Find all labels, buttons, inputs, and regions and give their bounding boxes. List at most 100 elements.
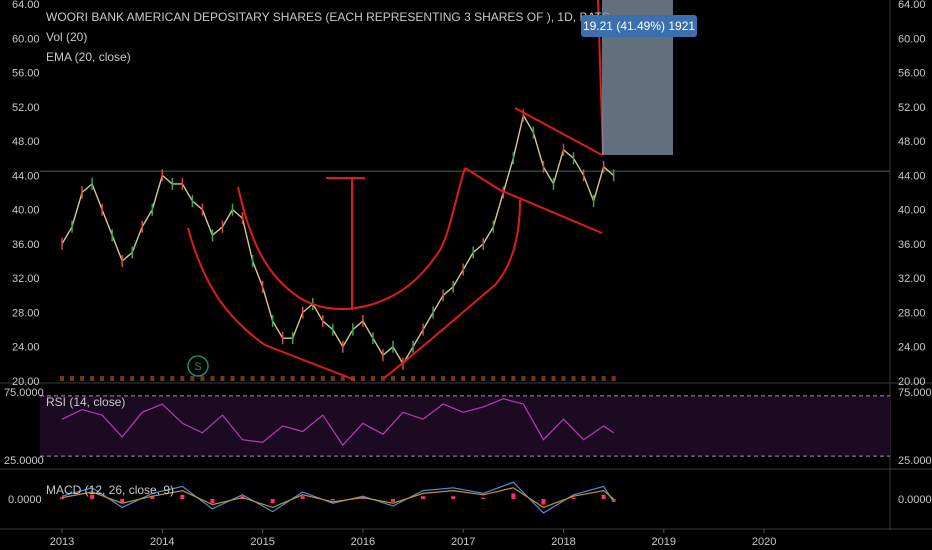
price-axis-tick-label-left: 36.00 xyxy=(12,239,40,251)
macd-histogram-bar xyxy=(611,499,616,502)
volume-bar xyxy=(581,376,586,381)
price-axis-tick-label-left: 32.00 xyxy=(12,273,40,285)
price-axis-tick-label: 60.00 xyxy=(898,33,926,45)
volume-bar xyxy=(230,376,235,381)
macd-axis-tick-label: 0.0000 xyxy=(898,494,932,506)
volume-indicator-label: Vol (20) xyxy=(46,30,87,44)
split-badge-letter: S xyxy=(194,361,201,373)
macd-histogram-bar xyxy=(451,496,456,499)
volume-bar xyxy=(90,376,95,381)
macd-histogram-bar xyxy=(390,499,395,502)
time-axis-tick-label: 2015 xyxy=(250,536,274,548)
macd-histogram-bar xyxy=(150,496,155,499)
price-axis-tick-label-left: 60.00 xyxy=(12,33,40,45)
volume-bar xyxy=(521,376,526,381)
price-pane: 64.00 64.00 60.00 60.00 56.00 56.00 52.00 52.00… xyxy=(12,0,926,388)
macd-pane: 0.0000 0.0000 xyxy=(8,481,932,514)
measure-label: 19.21 (41.49%) 1921 xyxy=(583,19,695,33)
volume-bar xyxy=(451,376,456,381)
rsi-series-line xyxy=(61,398,614,447)
annotation-drawing[interactable] xyxy=(383,199,521,379)
volume-bar xyxy=(190,376,195,381)
volume-bar xyxy=(320,376,325,381)
volume-bar xyxy=(601,376,606,381)
time-axis-tick-label: 2017 xyxy=(451,536,475,548)
volume-bar xyxy=(471,376,476,381)
price-axis-tick-label: 64.00 xyxy=(898,0,926,11)
macd-histogram-bar xyxy=(270,499,275,504)
macd-signal-line xyxy=(61,487,614,509)
annotation-drawing[interactable] xyxy=(187,227,356,381)
time-axis-tick-label: 2019 xyxy=(652,536,676,548)
price-axis-tick-label-left: 28.00 xyxy=(12,307,40,319)
volume-bar xyxy=(411,376,416,381)
volume-bar xyxy=(200,376,205,381)
price-axis-tick-label: 32.00 xyxy=(898,273,926,285)
volume-bar xyxy=(551,376,556,381)
volume-bar xyxy=(390,376,395,381)
volume-bar xyxy=(70,376,75,381)
volume-bar xyxy=(240,376,245,381)
price-axis-tick-label-left: 24.00 xyxy=(12,342,40,354)
macd-histogram-bar xyxy=(601,494,606,499)
time-axis-tick-label: 2013 xyxy=(50,536,74,548)
volume-bar xyxy=(340,376,345,381)
price-axis-tick-label-left: 56.00 xyxy=(12,68,40,80)
volume-bar xyxy=(280,376,285,381)
volume-bar xyxy=(370,376,375,381)
macd-indicator-label: MACD (12, 26, close, 9) xyxy=(46,483,174,497)
price-axis-tick-label-left: 44.00 xyxy=(12,170,40,182)
volume-bar xyxy=(380,376,385,381)
volume-bar xyxy=(441,376,446,381)
price-axis-tick-label: 40.00 xyxy=(898,205,926,217)
time-axis-tick-label: 2014 xyxy=(150,536,174,548)
volume-bar xyxy=(110,376,115,381)
volume-bar xyxy=(220,376,225,381)
annotation-drawing[interactable] xyxy=(464,167,603,234)
volume-bar xyxy=(511,376,516,381)
macd-histogram-bar xyxy=(571,497,576,499)
rsi-axis-tick-label: 25.0000 xyxy=(898,455,932,467)
volume-bar xyxy=(401,376,406,381)
volume-bar xyxy=(541,376,546,381)
macd-histogram-bar xyxy=(120,499,125,504)
rsi-axis-tick-label-left: 25.0000 xyxy=(4,455,44,467)
price-series-line xyxy=(61,113,615,366)
price-axis-tick-label-left: 52.00 xyxy=(12,102,40,114)
volume-bar xyxy=(60,376,64,381)
macd-histogram-bar xyxy=(60,497,64,499)
volume-bar xyxy=(160,376,165,381)
macd-histogram-bar xyxy=(360,497,365,499)
price-axis-tick-label: 52.00 xyxy=(898,102,926,114)
macd-histogram-bar xyxy=(180,494,185,499)
annotation-drawing[interactable] xyxy=(514,107,603,156)
macd-histogram-bar xyxy=(541,499,546,505)
volume-bar xyxy=(140,376,145,381)
volume-bar xyxy=(611,376,616,381)
volume-bar xyxy=(130,376,135,381)
macd-histogram-bar xyxy=(300,496,305,499)
volume-bar xyxy=(170,376,175,381)
price-axis-tick-label: 36.00 xyxy=(898,239,926,251)
annotation-drawing[interactable] xyxy=(237,167,466,310)
price-axis-tick-label: 48.00 xyxy=(898,136,926,148)
volume-bar xyxy=(360,376,365,381)
rsi-axis-tick-label: 75.0000 xyxy=(898,387,932,399)
volume-bar xyxy=(80,376,85,381)
price-axis-tick-label: 24.00 xyxy=(898,342,926,354)
price-axis-tick-label: 56.00 xyxy=(898,68,926,80)
rsi-indicator-label: RSI (14, close) xyxy=(46,395,125,409)
volume-bar xyxy=(501,376,506,381)
ema-indicator-label: EMA (20, close) xyxy=(46,50,131,64)
volume-bar xyxy=(421,376,426,381)
rsi-band-fill xyxy=(40,395,890,457)
macd-histogram-bar xyxy=(481,497,486,499)
price-axis-tick-label: 28.00 xyxy=(898,307,926,319)
volume-bar xyxy=(260,376,265,381)
time-axis-tick-label: 2020 xyxy=(752,536,776,548)
volume-bar xyxy=(300,376,305,381)
split-badge[interactable] xyxy=(187,355,209,377)
price-axis-tick-label-left: 48.00 xyxy=(12,136,40,148)
